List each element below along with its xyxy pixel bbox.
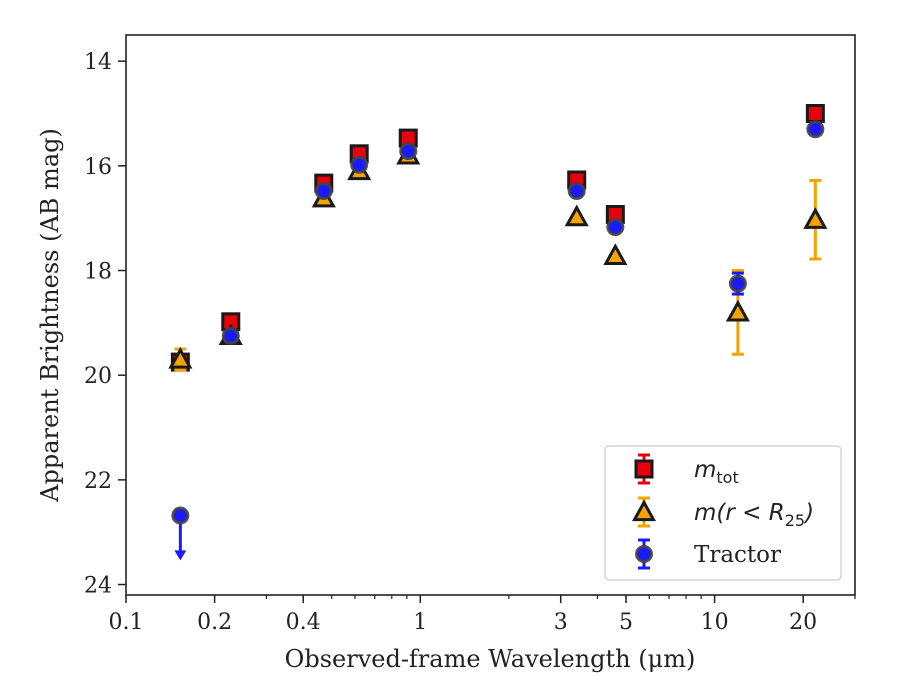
x-axis-label: Observed-frame Wavelength (μm) (285, 645, 696, 673)
data-point-circle (221, 326, 240, 345)
data-point-circle (171, 506, 190, 525)
data-point-circle (399, 142, 418, 161)
legend-label: m(r < R25) (694, 500, 814, 530)
y-tick-label: 24 (84, 574, 112, 599)
data-point-circle (350, 155, 369, 174)
legend-marker-circle (635, 545, 653, 563)
legend-box (604, 445, 842, 581)
data-point-circle (806, 120, 825, 139)
data-marks (168, 104, 828, 561)
y-tick-label: 20 (84, 364, 112, 389)
plot-frame (125, 34, 856, 596)
x-tick-label: 5 (619, 610, 633, 635)
x-tick-label: 10 (701, 610, 729, 635)
data-point-circle (728, 274, 747, 293)
data-point-circle (314, 181, 333, 200)
y-axis-label: Apparent Brightness (AB mag) (36, 128, 64, 503)
series-circle (171, 120, 825, 561)
legend-item: Tractor (635, 538, 781, 570)
x-tick-label: 1 (413, 610, 427, 635)
legend-label: Tractor (694, 542, 781, 568)
legend-item: mtot (634, 453, 739, 487)
data-point-triangle (168, 346, 193, 369)
legend: mtot m(r < R25) Tractor (604, 445, 842, 581)
legend-item: m(r < R25) (631, 496, 814, 530)
upper-limit-arrow (174, 550, 187, 561)
legend-marker-triangle (631, 499, 657, 522)
data-point-circle (567, 181, 586, 200)
x-axis-ticks: 0.1 0.2 0.4 1 3 5 10 20 (109, 595, 856, 635)
y-tick-label: 14 (84, 50, 112, 75)
data-point-triangle (603, 243, 628, 265)
y-axis-ticks: 14 16 18 20 22 24 (84, 50, 126, 599)
data-point-triangle (564, 204, 589, 227)
x-tick-label: 0.1 (109, 610, 144, 635)
data-point-square (805, 104, 825, 124)
y-tick-label: 22 (84, 469, 112, 494)
data-point-triangle (803, 207, 828, 229)
x-tick-label: 20 (789, 610, 817, 635)
x-tick-label: 0.4 (286, 610, 321, 635)
x-tick-label: 3 (554, 610, 568, 635)
legend-label: mtot (694, 457, 739, 487)
data-point-circle (606, 218, 625, 237)
x-tick-label: 0.2 (197, 610, 232, 635)
y-tick-label: 18 (84, 260, 112, 285)
legend-items: mtot m(r < R25) Tractor (631, 453, 814, 570)
legend-marker-square (634, 459, 654, 479)
data-point-triangle (725, 299, 750, 322)
y-tick-label: 16 (84, 155, 112, 180)
